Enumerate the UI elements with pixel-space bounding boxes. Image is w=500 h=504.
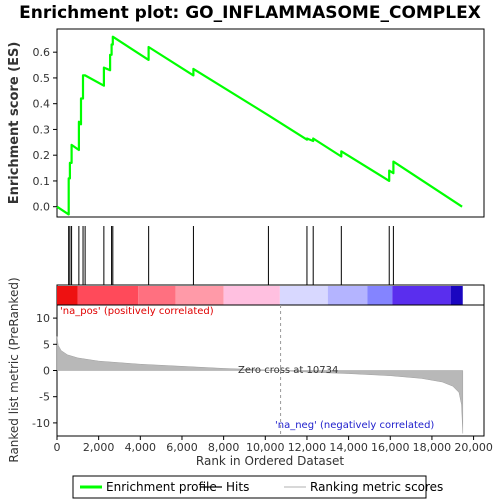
metric-y-tick-label: 10 (36, 312, 50, 325)
color-bar-segment (450, 286, 463, 305)
x-axis: 0 2,000 4,000 6,000 8,000 10,000 12,000 14,000 1… (54, 436, 493, 454)
metric-y-tick-label: -5 (39, 391, 50, 404)
color-bar-segment (175, 286, 224, 305)
color-bar-segment (57, 286, 78, 305)
hits-marks (68, 226, 394, 285)
x-tick-label: 14,000 (329, 441, 368, 454)
color-bar-segment (77, 286, 139, 305)
color-bar-segments (57, 286, 463, 305)
rank-color-bar (56, 284, 485, 306)
legend-items: Enrichment profile Hits Ranking metric sco… (80, 480, 443, 494)
x-tick-label: 6,000 (166, 441, 198, 454)
negative-correlation-label: 'na_neg' (negatively correlated) (275, 420, 434, 431)
legend-label: Enrichment profile (106, 480, 217, 494)
x-tick-label: 2,000 (83, 441, 115, 454)
es-y-tick-label: 0.4 (33, 98, 51, 111)
es-panel: 0.0 0.1 0.2 0.3 0.4 0.5 0.6 Enrichment score (… (7, 28, 485, 285)
legend-frame (72, 475, 427, 499)
enrichment-profile-line (56, 35, 463, 216)
metric-y-ticks: 10 5 0 -5 -10 (32, 312, 57, 430)
es-y-tick-label: 0.1 (33, 175, 51, 188)
x-tick-label: 12,000 (288, 441, 327, 454)
color-bar-segment (327, 286, 368, 305)
legend: Enrichment profile Hits Ranking metric sco… (72, 475, 443, 499)
x-axis-label: Rank in Ordered Dataset (196, 454, 344, 468)
es-y-ticks: 0.0 0.1 0.2 0.3 0.4 0.5 0.6 (33, 46, 57, 214)
es-y-tick-label: 0.0 (33, 201, 51, 214)
positive-correlation-label: 'na_pos' (positively correlated) (60, 306, 214, 317)
color-bar-segment (279, 286, 328, 305)
color-bar-segment (367, 286, 393, 305)
x-tick-label: 0 (54, 441, 61, 454)
es-y-tick-label: 0.3 (33, 123, 51, 136)
es-y-tick-label: 0.6 (33, 46, 51, 59)
x-tick-label: 4,000 (125, 441, 157, 454)
ranking-metric-area (56, 336, 464, 434)
es-y-tick-label: 0.2 (33, 149, 51, 162)
x-tick-label: 20,000 (454, 441, 493, 454)
x-tick-label: 8,000 (208, 441, 240, 454)
color-bar-segment (392, 286, 451, 305)
x-tick-label: 18,000 (413, 441, 452, 454)
x-tick-label: 16,000 (371, 441, 410, 454)
es-y-tick-label: 0.5 (33, 72, 51, 85)
zero-cross-label: Zero cross at 10734 (238, 365, 338, 376)
metric-y-tick-label: 0 (43, 365, 50, 378)
legend-label: Hits (226, 480, 249, 494)
es-y-label: Enrichment score (ES) (7, 42, 22, 205)
legend-label: Ranking metric scores (310, 480, 443, 494)
chart-title: Enrichment plot: GO_INFLAMMASOME_COMPLEX (19, 3, 481, 23)
metric-panel: 10 5 0 -5 -10 'na_pos' (positively correlate… (7, 277, 485, 463)
color-bar-segment (138, 286, 176, 305)
color-bar-segment (223, 286, 280, 305)
es-panel-frame (56, 28, 485, 218)
x-tick-label: 10,000 (246, 441, 285, 454)
metric-y-tick-label: 5 (43, 338, 50, 351)
metric-y-tick-label: -10 (32, 417, 50, 430)
metric-y-label: Ranked list metric (PreRanked) (7, 277, 21, 462)
